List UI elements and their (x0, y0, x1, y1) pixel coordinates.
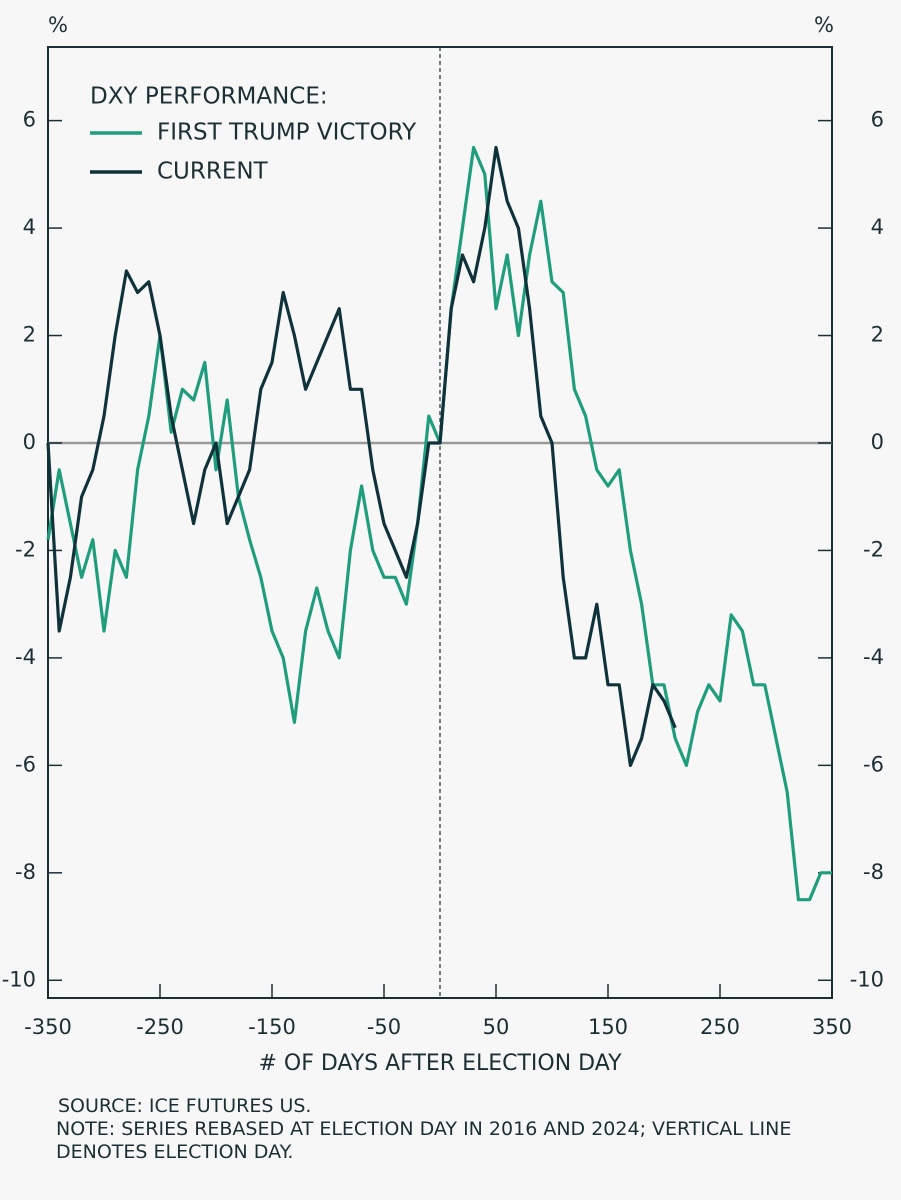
y-tick-label-left: -2 (15, 537, 36, 561)
y-tick-label-right: -2 (863, 537, 884, 561)
y-tick-label-left: -10 (2, 967, 36, 991)
x-tick-label: 150 (588, 1015, 628, 1039)
note: NOTE: SERIES REBASED AT ELECTION DAY IN … (56, 1118, 792, 1163)
y-tick-label-right: 2 (871, 323, 884, 347)
x-tick-label: -350 (24, 1015, 72, 1039)
legend-label: CURRENT (157, 159, 269, 185)
x-tick-label: 350 (812, 1015, 852, 1039)
y-unit-left: % (48, 13, 68, 37)
y-tick-label-right: -4 (863, 645, 884, 669)
x-tick-label: -150 (248, 1015, 296, 1039)
y-tick-label-left: -6 (15, 752, 36, 776)
x-tick-label: 250 (700, 1015, 740, 1039)
y-tick-label-right: 0 (871, 430, 884, 454)
y-tick-label-right: -8 (863, 860, 884, 884)
source: SOURCE: ICE FUTURES US. (58, 1095, 311, 1117)
legend-label: FIRST TRUMP VICTORY (157, 120, 417, 146)
x-tick-label: -250 (136, 1015, 184, 1039)
y-tick-label-left: 6 (23, 108, 36, 132)
note-box: NOTE: SERIES REBASED AT ELECTION DAY IN … (56, 1118, 792, 1163)
y-tick-label-right: -10 (850, 967, 884, 991)
x-tick-label: 50 (483, 1015, 510, 1039)
x-axis-label: # OF DAYS AFTER ELECTION DAY (258, 1051, 622, 1076)
y-tick-label-right: -6 (863, 752, 884, 776)
legend-title: DXY PERFORMANCE: (90, 84, 328, 110)
y-tick-label-right: 6 (871, 108, 884, 132)
y-tick-label-left: 2 (23, 323, 36, 347)
y-unit-right: % (814, 13, 834, 37)
y-tick-label-left: 4 (23, 215, 36, 239)
y-tick-label-right: 4 (871, 215, 884, 239)
x-tick-label: -50 (367, 1015, 401, 1039)
y-tick-label-left: 0 (23, 430, 36, 454)
y-tick-label-left: -4 (15, 645, 36, 669)
series-line (46, 145, 677, 767)
y-tick-label-left: -8 (15, 860, 36, 884)
